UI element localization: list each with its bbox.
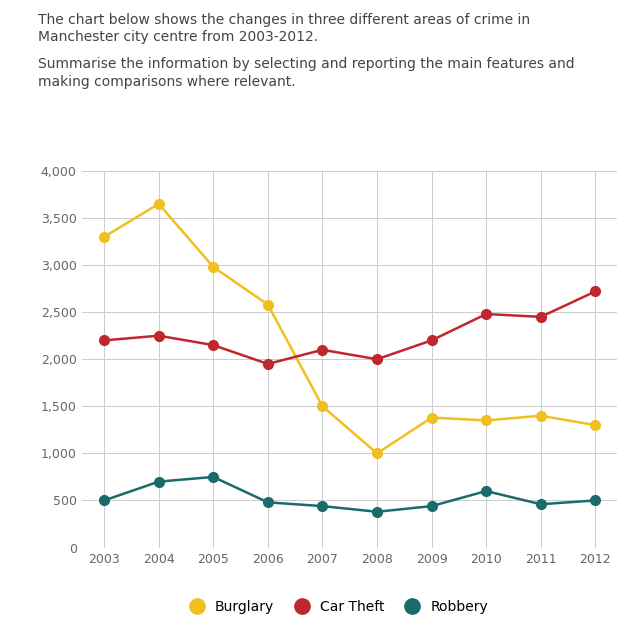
Text: Summarise the information by selecting and reporting the main features and: Summarise the information by selecting a… [38,57,575,71]
Legend: Burglary, Car Theft, Robbery: Burglary, Car Theft, Robbery [177,594,494,620]
Text: making comparisons where relevant.: making comparisons where relevant. [38,75,296,89]
Text: The chart below shows the changes in three different areas of crime in: The chart below shows the changes in thr… [38,13,530,27]
Text: Manchester city centre from 2003-2012.: Manchester city centre from 2003-2012. [38,30,318,44]
